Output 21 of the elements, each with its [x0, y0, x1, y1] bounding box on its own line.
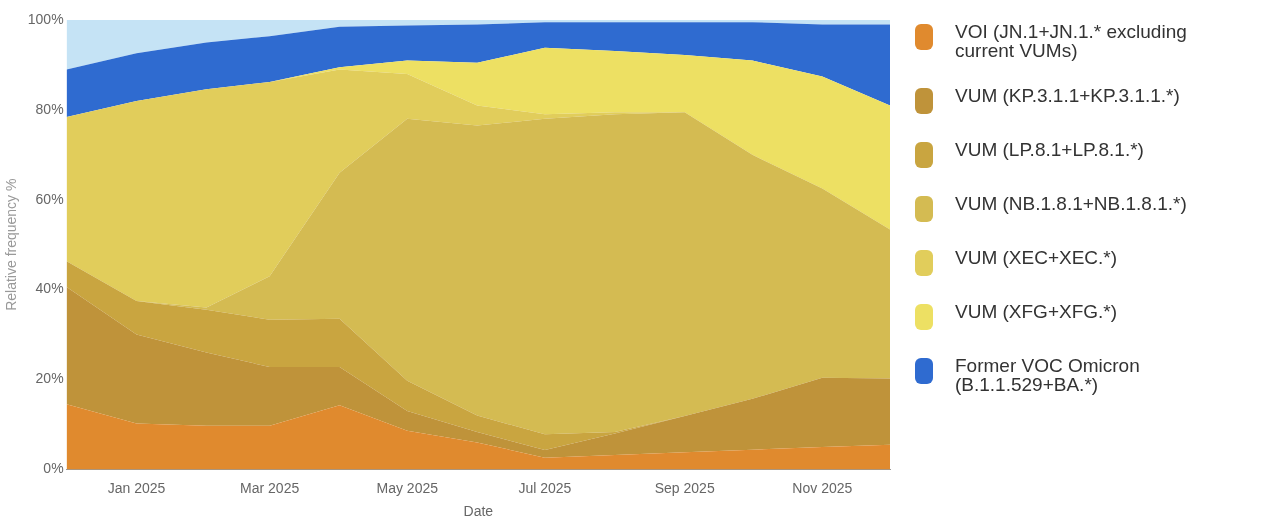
x-tick-label: Nov 2025	[792, 479, 853, 496]
x-tick-label: Mar 2025	[240, 479, 300, 496]
y-tick-label: 80%	[35, 100, 64, 117]
y-tick-label: 20%	[35, 370, 64, 387]
legend-label: VUM (XEC+XEC.*)	[955, 247, 1118, 268]
legend-label: VOI (JN.1+JN.1.* excluding current VUMs)	[955, 21, 1188, 61]
y-axis-title: Relative frequency %	[3, 178, 20, 311]
x-tick-label: Jan 2025	[107, 479, 166, 496]
legend-label: VUM (LP.8.1+LP.8.1.*)	[955, 139, 1144, 160]
x-tick-label: Sep 2025	[654, 479, 715, 496]
x-tick-label: Jul 2025	[518, 479, 572, 496]
legend-label: Former VOC Omicron (B.1.1.529+BA.*)	[955, 355, 1141, 395]
legend-label: VUM (NB.1.8.1+NB.1.8.1.*)	[955, 193, 1187, 214]
y-tick-label: 60%	[35, 190, 64, 207]
x-tick-label: May 2025	[376, 479, 439, 496]
legend-label: VUM (XFG+XFG.*)	[955, 301, 1118, 322]
x-axis-title: Date	[463, 503, 494, 520]
legend-label: VUM (KP.3.1.1+KP.3.1.1.*)	[955, 85, 1180, 106]
y-tick-label: 0%	[43, 460, 64, 477]
y-tick-label: 40%	[35, 280, 64, 297]
y-tick-label: 100%	[27, 10, 64, 27]
